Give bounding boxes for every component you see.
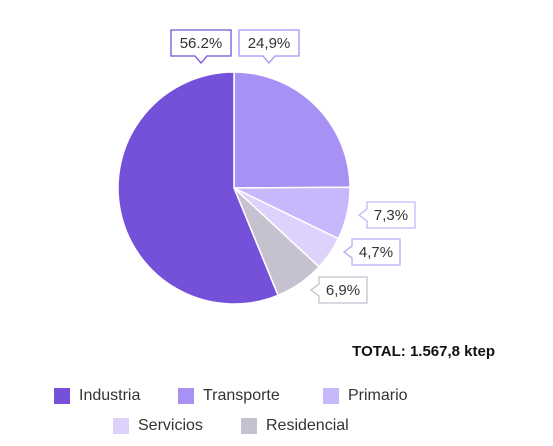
callout-label-residencial: 6,9% xyxy=(326,282,360,299)
callout-label-transporte: 24,9% xyxy=(248,35,291,52)
legend-item-servicios[interactable]: Servicios xyxy=(113,414,203,438)
legend-label-servicios: Servicios xyxy=(138,417,203,434)
callout-label-industria: 56.2% xyxy=(180,35,223,52)
legend-item-residencial[interactable]: Residencial xyxy=(241,414,349,438)
legend-item-primario[interactable]: Primario xyxy=(323,384,408,408)
callout-servicios: 4,7% xyxy=(342,238,401,266)
legend-row-2: Servicios Residencial xyxy=(0,414,553,438)
pie-slice-industria[interactable] xyxy=(117,71,280,305)
callout-box-transporte xyxy=(238,29,300,64)
legend-label-transporte: Transporte xyxy=(203,387,280,404)
legend-swatch-primario xyxy=(323,388,339,404)
legend-label-residencial: Residencial xyxy=(266,417,349,434)
callout-box-primario xyxy=(357,201,416,229)
callout-box-servicios xyxy=(342,238,401,266)
legend-label-primario: Primario xyxy=(348,387,408,404)
legend-row-1: Industria Transporte Primario xyxy=(0,384,553,408)
callout-primario: 7,3% xyxy=(357,201,416,229)
callout-label-primario: 7,3% xyxy=(374,207,408,224)
legend-swatch-transporte xyxy=(178,388,194,404)
callout-box-residencial xyxy=(309,276,368,304)
callout-transporte: 24,9% xyxy=(238,29,300,64)
callout-label-servicios: 4,7% xyxy=(359,244,393,261)
legend-swatch-servicios xyxy=(113,418,129,434)
legend-swatch-industria xyxy=(54,388,70,404)
total-label: TOTAL: 1.567,8 ktep xyxy=(352,343,495,360)
legend-item-transporte[interactable]: Transporte xyxy=(178,384,280,408)
legend-swatch-residencial xyxy=(241,418,257,434)
callout-industria: 56.2% xyxy=(170,29,232,64)
callout-box-industria xyxy=(170,29,232,64)
legend-label-industria: Industria xyxy=(79,387,141,404)
callouts: 24,9% 7,3% 4,7% 6,9% 56.2% xyxy=(170,29,416,304)
pie-slice-transporte[interactable] xyxy=(233,71,351,189)
legend-item-industria[interactable]: Industria xyxy=(54,384,140,408)
callout-residencial: 6,9% xyxy=(309,276,368,304)
pie-slices xyxy=(117,71,351,305)
